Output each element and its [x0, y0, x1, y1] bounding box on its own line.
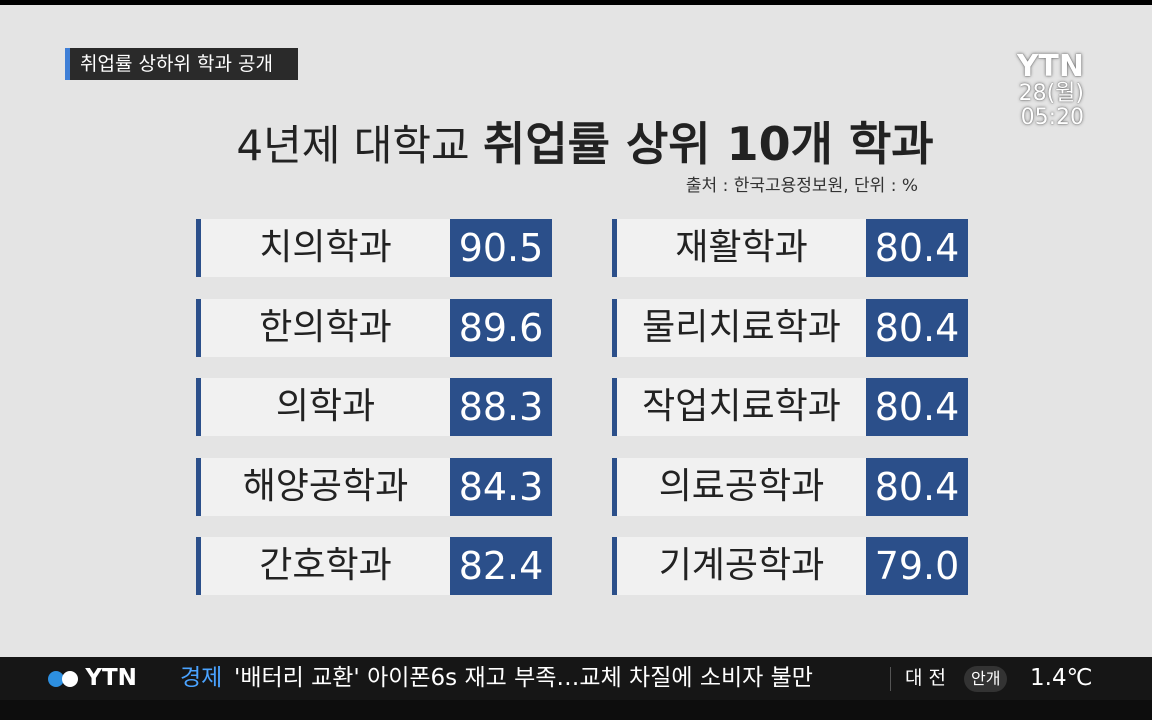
dept-name: 의학과: [196, 378, 450, 436]
logo-brand: YTN: [1016, 49, 1084, 84]
ticker-weather: 안개: [964, 666, 1008, 692]
logo-date: 28(월): [1018, 81, 1084, 106]
rate-value: 90.5: [450, 219, 552, 277]
rate-value: 80.4: [866, 219, 968, 277]
ticker-logo: YTN: [48, 657, 137, 700]
rate-value: 80.4: [866, 299, 968, 357]
divider: [890, 667, 891, 691]
dept-name: 작업치료학과: [612, 378, 866, 436]
ticker-brand: YTN: [85, 665, 137, 691]
news-ticker: YTN 경제 '배터리 교환' 아이폰6s 재고 부족…교체 차질에 소비자 불…: [0, 657, 1152, 720]
dept-name: 물리치료학과: [612, 299, 866, 357]
ticker-bar: YTN 경제 '배터리 교환' 아이폰6s 재고 부족…교체 차질에 소비자 불…: [0, 657, 1152, 700]
rate-value: 80.4: [866, 458, 968, 516]
dept-name: 해양공학과: [196, 458, 450, 516]
source-note: 출처 : 한국고용정보원, 단위 : %: [685, 176, 918, 196]
rate-value: 84.3: [450, 458, 552, 516]
channel-logo: YTN 28(월) 05:20: [1017, 52, 1084, 130]
segment-tag: 취업률 상하위 학과 공개: [65, 48, 298, 80]
dept-name: 기계공학과: [612, 537, 866, 595]
dept-name: 치의학과: [196, 219, 450, 277]
ticker-temperature: 1.4℃: [1030, 665, 1093, 691]
rate-value: 88.3: [450, 378, 552, 436]
rate-value: 82.4: [450, 537, 552, 595]
rate-value: 79.0: [866, 537, 968, 595]
ticker-category: 경제: [180, 665, 223, 691]
title-normal: 4년제 대학교: [236, 121, 470, 170]
ticker-region: 대 전: [905, 667, 946, 689]
rate-value: 80.4: [866, 378, 968, 436]
dept-name: 의료공학과: [612, 458, 866, 516]
top-bar: [0, 0, 1152, 5]
dept-name: 간호학과: [196, 537, 450, 595]
dept-name: 재활학과: [612, 219, 866, 277]
rate-value: 89.6: [450, 299, 552, 357]
ticker-headline: '배터리 교환' 아이폰6s 재고 부족…교체 차질에 소비자 불만: [234, 665, 813, 691]
title-bold: 취업률 상위 10개 학과: [483, 117, 934, 171]
title: 4년제 대학교 취업률 상위 10개 학과: [0, 108, 1152, 174]
dept-name: 한의학과: [196, 299, 450, 357]
logo-time: 05:20: [1020, 105, 1084, 130]
